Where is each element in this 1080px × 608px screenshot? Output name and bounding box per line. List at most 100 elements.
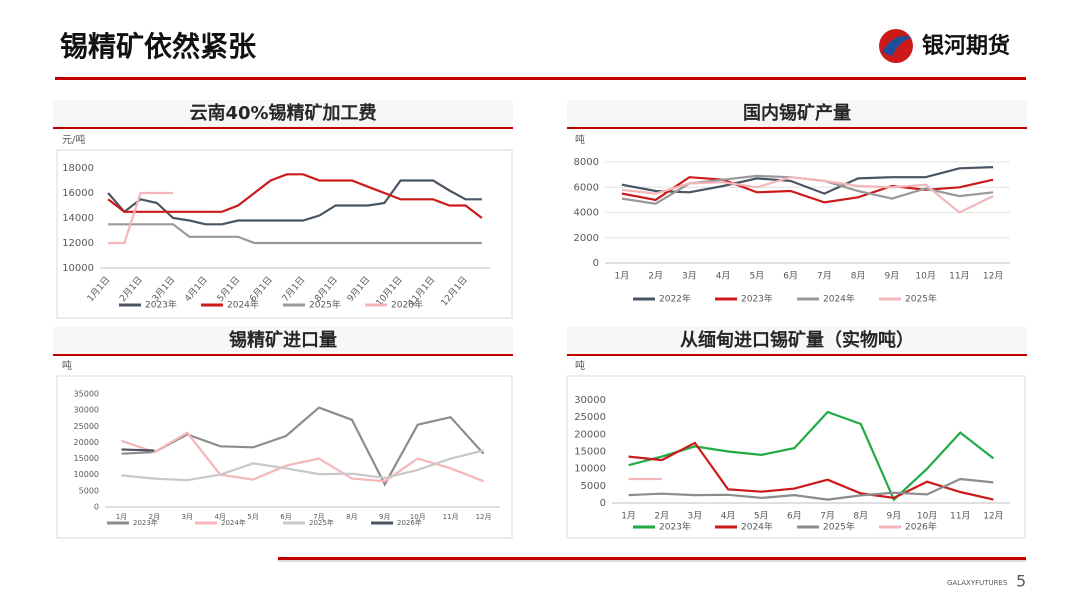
plot-frame [566, 375, 1026, 539]
x-tick-label: 1月 [621, 511, 636, 522]
series-line [628, 477, 994, 501]
x-tick-label: 10月 [917, 511, 937, 522]
y-tick-label: 8000 [574, 157, 599, 168]
y-tick-label: 20000 [74, 438, 99, 447]
x-tick-label: 6月 [783, 271, 798, 282]
y-tick-label: 12000 [62, 238, 94, 249]
y-tick-label: 6000 [574, 182, 599, 193]
series-line [121, 448, 155, 452]
x-tick-label: 12月1日 [439, 274, 470, 308]
header-rule [55, 77, 1026, 80]
x-tick-label: 6月 [280, 513, 291, 521]
x-tick-label: 2月 [648, 271, 663, 282]
axis-unit: 吨 [575, 133, 585, 146]
y-tick-label: 35000 [74, 390, 99, 399]
series-line [108, 191, 174, 245]
legend-label: 2023年 [659, 521, 691, 533]
panel-title-band [567, 100, 1027, 127]
x-tick-label: 3月 [688, 511, 703, 522]
slide-title: 锡精矿依然紧张 [60, 30, 256, 63]
y-tick-label: 30000 [574, 395, 606, 406]
legend-label: 2026年 [397, 518, 422, 527]
x-tick-label: 5月 [247, 513, 258, 521]
chart-title: 锡精矿进口量 [229, 329, 337, 351]
series-line [628, 441, 994, 501]
y-tick-label: 18000 [62, 163, 94, 174]
x-tick-label: 4月 [721, 511, 736, 522]
x-tick-label: 2月1日 [117, 274, 144, 304]
title-rule [567, 127, 1027, 129]
logo: 银河期货 [879, 29, 1010, 63]
legend-label: 2023年 [145, 299, 177, 311]
y-tick-label: 20000 [574, 429, 606, 440]
legend-label: 2024年 [741, 521, 773, 533]
title-rule [53, 354, 513, 356]
chart-title: 从缅甸进口锡矿量（实物吨） [680, 329, 914, 351]
title-rule [567, 354, 1027, 356]
legend-label: 2022年 [659, 293, 691, 305]
y-tick-label: 0 [593, 258, 599, 269]
y-tick-label: 14000 [62, 213, 94, 224]
x-tick-label: 1月 [615, 271, 630, 282]
legend-label: 2026年 [905, 521, 937, 533]
x-tick-label: 1月1日 [85, 274, 112, 304]
y-tick-label: 0 [94, 503, 99, 512]
x-tick-label: 9月 [887, 511, 902, 522]
series-line [621, 176, 994, 214]
x-tick-label: 5月 [750, 271, 765, 282]
y-tick-label: 16000 [62, 188, 94, 199]
y-tick-label: 5000 [79, 486, 99, 495]
x-tick-label: 7月1日 [280, 274, 307, 304]
x-tick-label: 6月 [787, 511, 802, 522]
series-line [121, 431, 484, 483]
y-tick-label: 10000 [574, 464, 606, 475]
x-tick-label: 10月 [410, 513, 426, 521]
legend-label: 2023年 [133, 518, 158, 527]
x-tick-label: 7月 [313, 513, 324, 521]
y-tick-label: 0 [600, 498, 606, 509]
plot-frame [56, 375, 513, 539]
x-tick-label: 7月 [817, 271, 832, 282]
x-tick-label: 4月 [214, 513, 225, 521]
legend-label: 2023年 [741, 293, 773, 305]
legend-label: 2025年 [309, 518, 334, 527]
footer-rule-shadow [278, 560, 1026, 562]
x-tick-label: 4月 [716, 271, 731, 282]
panel-title-band [53, 100, 513, 127]
axis-unit: 吨 [62, 359, 72, 372]
chart-title: 国内锡矿产量 [743, 102, 851, 124]
legend-label: 2025年 [823, 521, 855, 533]
x-tick-label: 8月 [851, 271, 866, 282]
legend-label: 2024年 [221, 518, 246, 527]
chart-title: 云南40%锡精矿加工费 [189, 102, 376, 124]
x-tick-label: 11月 [950, 511, 970, 522]
series-line [107, 179, 482, 226]
x-tick-label: 12月 [983, 511, 1003, 522]
axis-unit: 吨 [575, 359, 585, 372]
x-tick-label: 5月 [754, 511, 769, 522]
y-tick-label: 25000 [74, 422, 99, 431]
series-line [628, 410, 995, 502]
title-rule [53, 127, 513, 129]
logo-swoosh [882, 35, 912, 56]
x-tick-label: 8月 [346, 513, 357, 521]
series-line [108, 223, 482, 245]
plot-frame [56, 149, 513, 319]
panel-title-band [53, 327, 513, 354]
logo-text: 银河期货 [922, 33, 1010, 59]
x-tick-label: 11月 [949, 271, 969, 282]
legend-label: 2024年 [823, 293, 855, 305]
page-number: 5 [1016, 572, 1026, 591]
series-line [121, 406, 485, 487]
legend-label: 2025年 [905, 293, 937, 305]
y-tick-label: 10000 [62, 263, 94, 274]
x-tick-label: 2月 [654, 511, 669, 522]
x-tick-label: 1月 [116, 513, 127, 521]
x-tick-label: 4月1日 [182, 274, 209, 304]
series-line [621, 166, 994, 195]
legend-label: 2026年 [391, 299, 423, 311]
y-tick-label: 30000 [74, 406, 99, 415]
y-tick-label: 5000 [581, 481, 606, 492]
x-tick-label: 9月 [379, 513, 390, 521]
x-tick-label: 11月 [443, 513, 459, 521]
